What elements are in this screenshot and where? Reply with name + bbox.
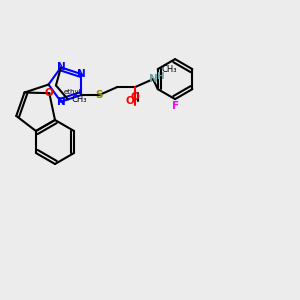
Text: ethyl: ethyl xyxy=(64,89,82,95)
Text: S: S xyxy=(95,90,103,100)
Text: N: N xyxy=(57,97,65,107)
Text: O: O xyxy=(45,88,54,98)
Text: N: N xyxy=(149,74,158,84)
Text: N: N xyxy=(57,62,65,72)
Text: O: O xyxy=(126,96,134,106)
Text: F: F xyxy=(172,101,178,111)
Text: CH₃: CH₃ xyxy=(72,95,87,104)
Text: H: H xyxy=(156,72,164,81)
Text: O: O xyxy=(131,92,140,102)
Text: CH₃: CH₃ xyxy=(162,64,177,74)
Text: N: N xyxy=(77,69,85,79)
